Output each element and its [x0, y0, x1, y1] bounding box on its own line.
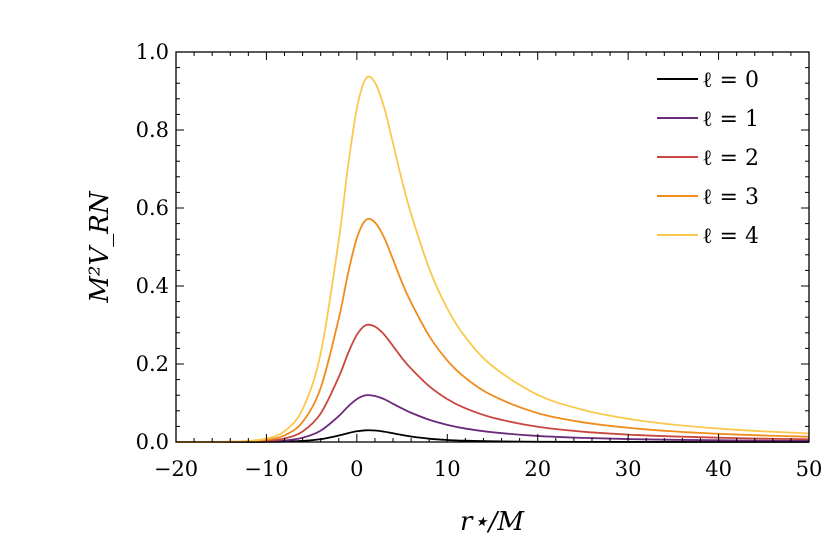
x-tick-label: 50 [796, 457, 823, 481]
y-tick-label: 0.2 [136, 352, 169, 376]
x-tick-label: −20 [154, 457, 198, 481]
legend-label: ℓ = 4 [702, 224, 759, 249]
x-tick-label: 40 [705, 457, 732, 481]
legend-label: ℓ = 1 [702, 107, 759, 132]
legend-label: ℓ = 3 [702, 185, 759, 210]
y-tick-label: 1.0 [136, 40, 169, 64]
legend-entry: ℓ = 3 [657, 185, 759, 210]
y-tick-label: 0.0 [136, 430, 169, 454]
x-tick-label: 30 [615, 457, 642, 481]
legend-entry: ℓ = 0 [657, 68, 759, 93]
x-tick-label: 0 [350, 457, 363, 481]
x-tick-label: 20 [524, 457, 551, 481]
plot-frame [175, 51, 810, 443]
y-tick-label: 0.6 [136, 196, 169, 220]
y-axis-label-text: M²V_RN [85, 190, 115, 303]
tick-labels: −20 −10 0 10 20 30 40 50 0.0 0.2 0.4 0.6 0.8 1.0 [136, 40, 823, 481]
axis-ticks [175, 51, 810, 443]
y-tick-label: 0.4 [136, 274, 169, 298]
legend-label: ℓ = 0 [702, 68, 759, 93]
legend-entry: ℓ = 2 [657, 146, 759, 171]
legend-entry: ℓ = 4 [657, 224, 759, 249]
x-tick-label: −10 [244, 457, 288, 481]
series-line-l1 [175, 394, 810, 443]
x-axis-label: r⋆/M [460, 507, 525, 537]
series-line-l3 [175, 217, 810, 443]
series-line-l4 [175, 75, 810, 443]
x-axis-label-text: r⋆/M [460, 507, 525, 537]
series-line-l2 [175, 323, 810, 443]
y-tick-label: 0.8 [136, 118, 169, 142]
x-tick-label: 10 [434, 457, 461, 481]
legend-label: ℓ = 2 [702, 146, 759, 171]
legend-entry: ℓ = 1 [657, 107, 759, 132]
legend: ℓ = 0 ℓ = 1 ℓ = 2 ℓ = 3 ℓ = 4 [657, 68, 759, 249]
y-axis-label: M²V_RN [85, 190, 115, 303]
